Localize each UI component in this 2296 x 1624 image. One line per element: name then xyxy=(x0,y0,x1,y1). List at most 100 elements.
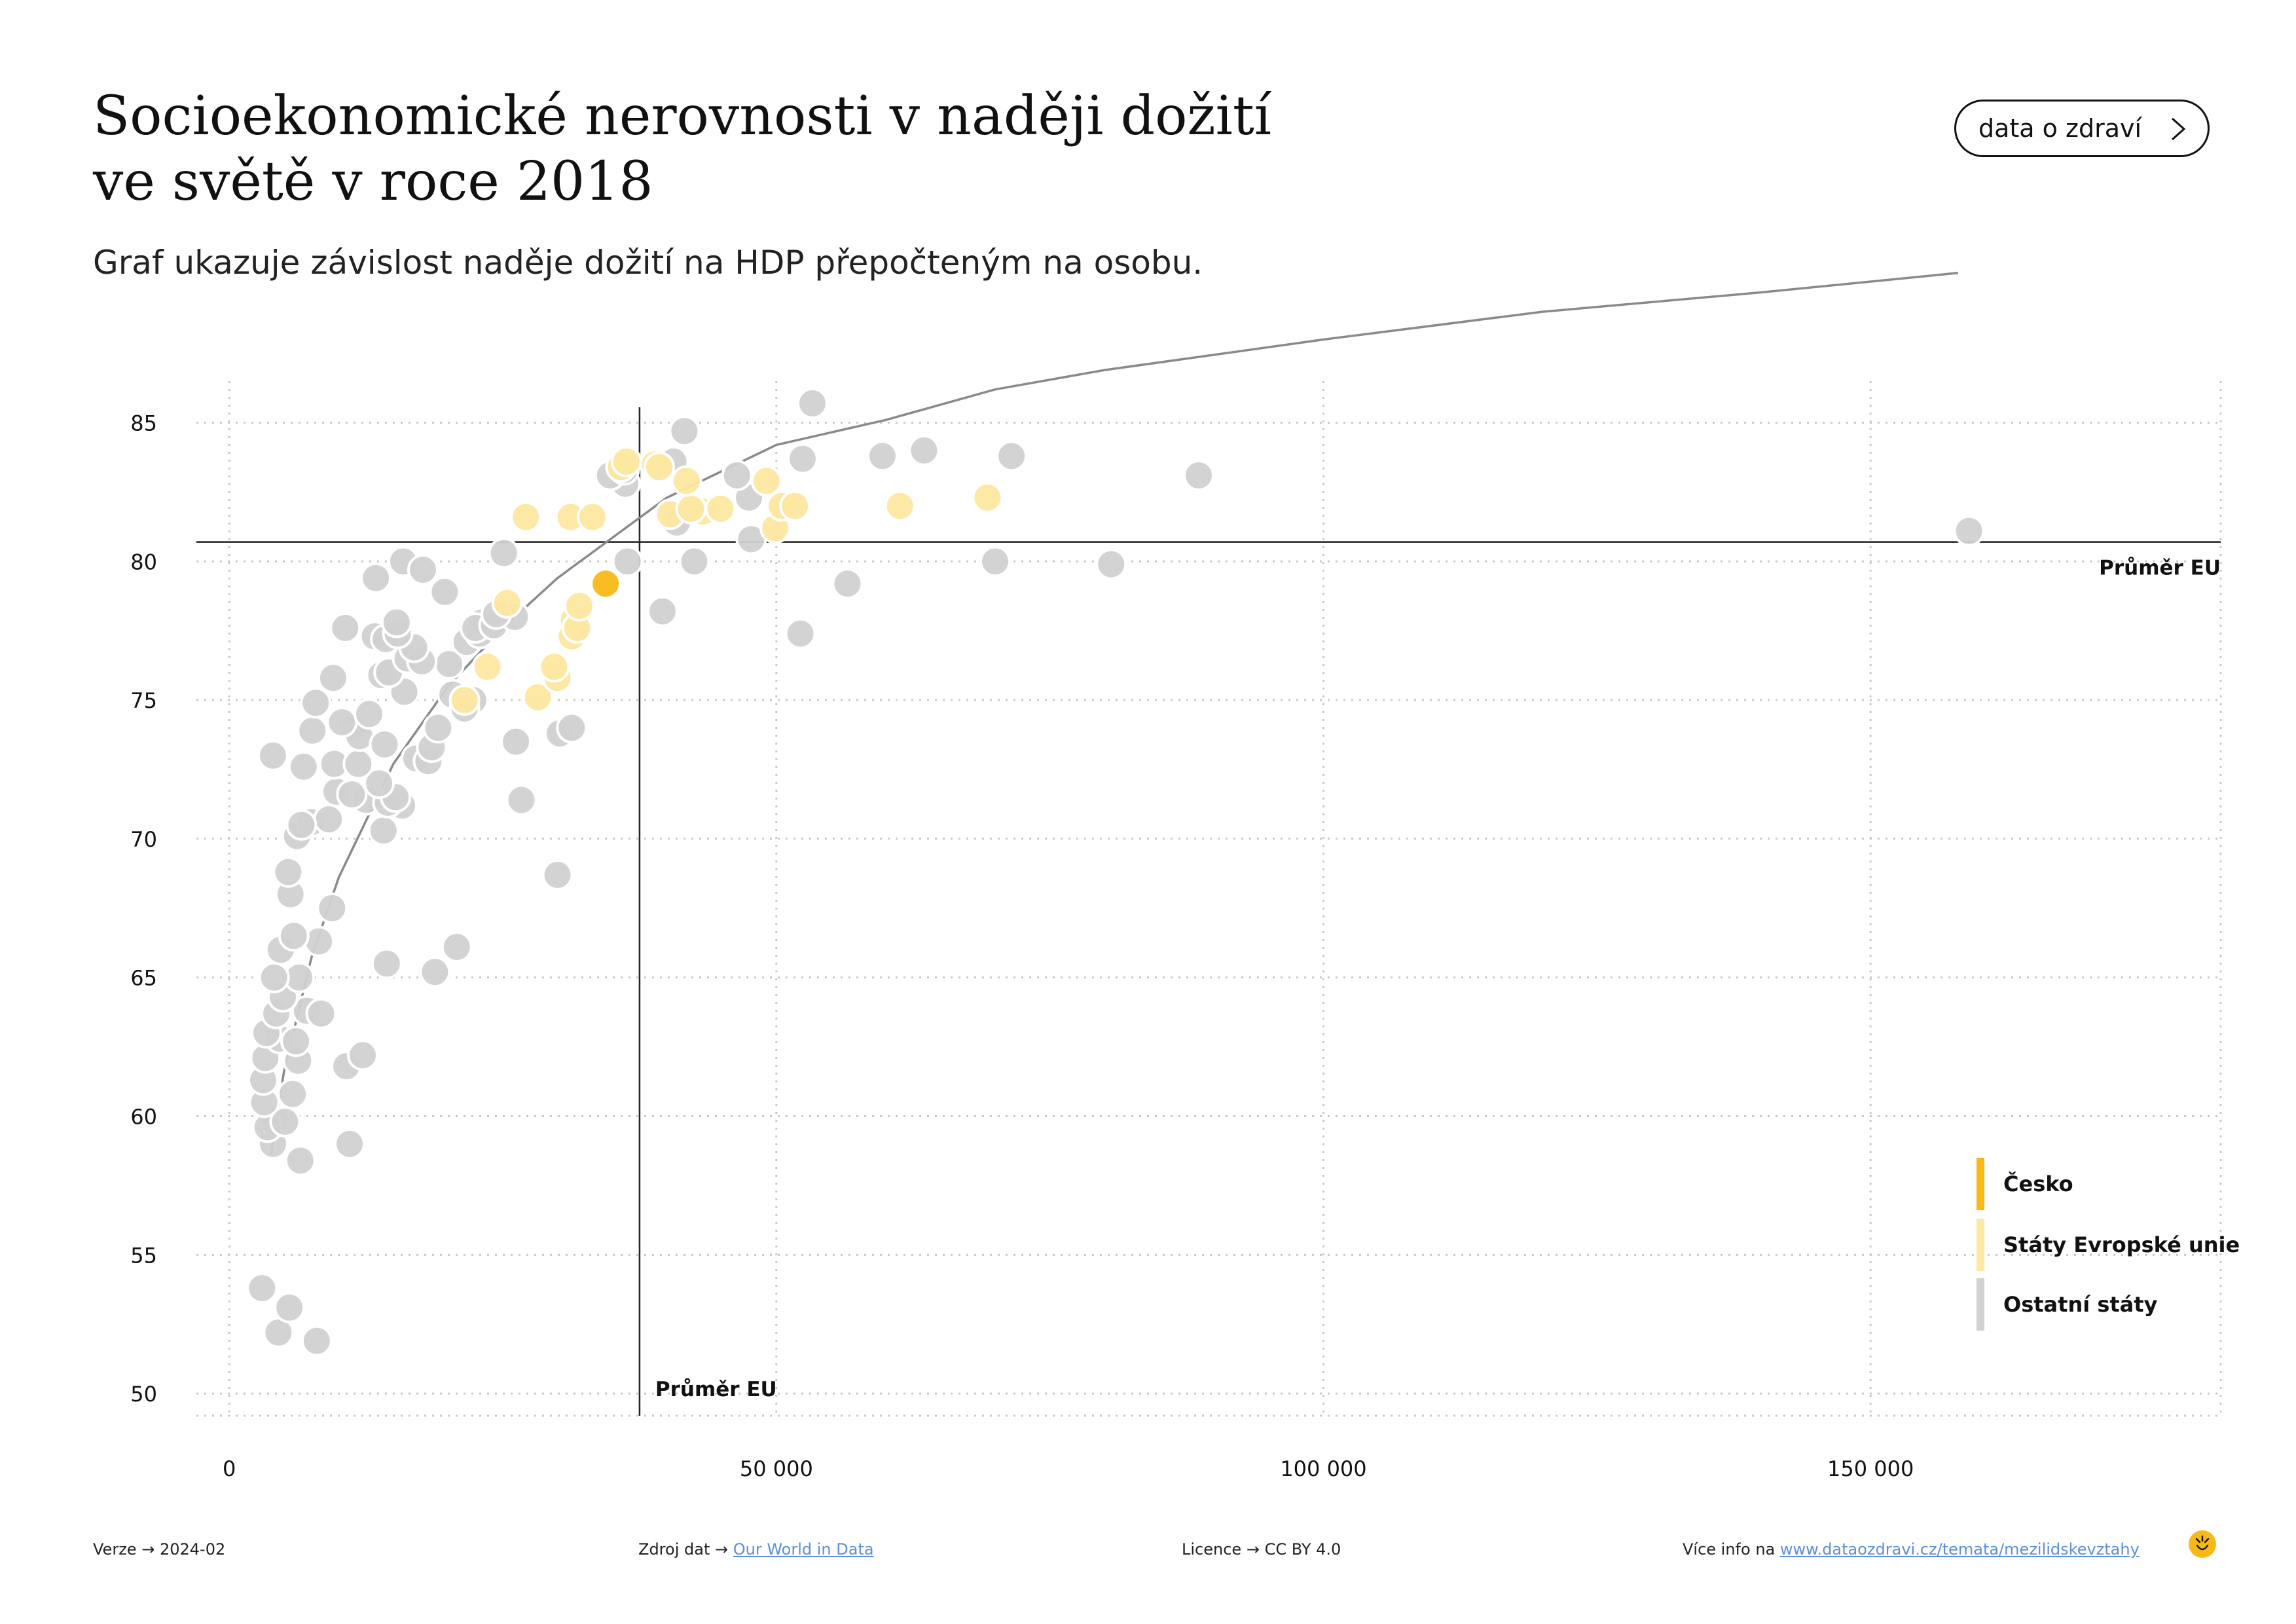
data-o-zdravi-button[interactable]: data o zdraví xyxy=(1954,100,2210,157)
point-other xyxy=(380,606,412,638)
footer-license: Licence → CC BY 4.0 xyxy=(1182,1540,1341,1559)
point-other xyxy=(301,1325,333,1357)
footer-more-link[interactable]: www.dataozdravi.cz/temata/mezilidskevzta… xyxy=(1779,1540,2140,1559)
point-eu xyxy=(972,481,1004,513)
point-other xyxy=(541,858,574,891)
point-other xyxy=(313,803,345,836)
point-eu xyxy=(577,501,609,533)
point-other xyxy=(257,739,289,771)
arrow-right-icon: → xyxy=(141,1540,155,1559)
point-eu xyxy=(471,651,503,683)
point-eu xyxy=(448,684,481,716)
eu-average-y-label: Průměr EU xyxy=(2099,557,2221,580)
point-other xyxy=(272,856,304,888)
point-other xyxy=(274,1291,306,1323)
point-other xyxy=(297,714,329,747)
point-eu xyxy=(522,681,554,713)
chart-grid xyxy=(196,381,2222,1417)
x-tick-label: 100 000 xyxy=(1280,1456,1366,1481)
point-other xyxy=(996,440,1028,472)
axis-ticks: 50 55 60 65 70 75 80 85 0 50 000 100 000 150 000 xyxy=(130,411,1914,1481)
data-points xyxy=(246,387,1985,1357)
y-tick-label: 55 xyxy=(130,1243,157,1268)
point-other xyxy=(305,997,337,1029)
point-other xyxy=(646,595,678,627)
point-other xyxy=(796,387,828,419)
eu-reference-lines: Průměr EU Průměr EU xyxy=(196,407,2221,1416)
point-other xyxy=(668,415,701,447)
point-other xyxy=(360,562,392,594)
legend-label-other: Ostatní státy xyxy=(2003,1292,2158,1317)
eu-average-x-label: Průměr EU xyxy=(655,1378,777,1401)
footer-version-label: Verze xyxy=(93,1540,137,1559)
point-eu xyxy=(610,445,642,477)
point-other xyxy=(347,1039,379,1071)
point-eu xyxy=(884,490,916,522)
point-other xyxy=(303,925,335,957)
point-other xyxy=(284,1145,316,1177)
point-other xyxy=(354,698,386,730)
y-tick-label: 65 xyxy=(130,966,157,991)
point-other xyxy=(329,612,361,644)
legend-swatch-other xyxy=(1977,1278,1984,1331)
point-other xyxy=(407,554,439,586)
point-other xyxy=(429,576,461,608)
point-other xyxy=(441,931,473,963)
page-title: Socioekonomické nerovnosti v naději doži… xyxy=(93,84,1533,215)
legend-label-eu: Státy Evropské unie xyxy=(2003,1232,2240,1257)
point-other xyxy=(285,809,318,841)
nav-button-label: data o zdraví xyxy=(1978,114,2142,143)
chevron-right-icon xyxy=(2172,117,2186,141)
point-other xyxy=(287,750,319,783)
point-other xyxy=(367,815,399,847)
point-other xyxy=(300,687,332,719)
point-eu xyxy=(704,492,737,525)
footer-more-label: Více info na xyxy=(1683,1540,1776,1559)
point-other xyxy=(1182,460,1214,492)
point-other xyxy=(611,545,644,578)
point-other xyxy=(280,1025,312,1058)
trend-line xyxy=(269,272,1959,1156)
y-tick-label: 85 xyxy=(130,411,157,436)
point-other xyxy=(784,618,816,650)
point-eu xyxy=(750,465,782,497)
footer-license-label: Licence xyxy=(1182,1540,1242,1559)
point-eu xyxy=(670,465,702,497)
y-tick-label: 75 xyxy=(130,688,157,713)
point-other xyxy=(488,537,520,569)
point-other xyxy=(831,568,864,600)
point-eu xyxy=(779,490,811,522)
footer-more-info: Více info na www.dataozdravi.cz/temata/m… xyxy=(1683,1540,2140,1559)
legend-label-czech: Česko xyxy=(2003,1171,2073,1196)
footer-source-label: Zdroj dat xyxy=(638,1540,710,1559)
point-other xyxy=(419,956,451,988)
footer-source: Zdroj dat → Our World in Data xyxy=(638,1540,874,1559)
arrow-right-icon: → xyxy=(715,1540,729,1559)
point-other xyxy=(908,434,940,466)
point-other xyxy=(979,545,1011,578)
point-other xyxy=(369,728,401,760)
point-eu xyxy=(538,651,570,683)
y-tick-label: 80 xyxy=(130,549,157,574)
y-tick-label: 60 xyxy=(130,1105,157,1130)
point-other xyxy=(326,707,358,739)
point-other xyxy=(678,545,710,578)
point-other xyxy=(333,1128,365,1160)
point-eu xyxy=(643,451,675,483)
legend-swatch-czech xyxy=(1977,1158,1984,1210)
title-line-1: Socioekonomické nerovnosti v naději doži… xyxy=(93,85,1272,147)
point-other xyxy=(1095,548,1127,580)
point-eu xyxy=(675,492,707,525)
point-other xyxy=(866,440,898,472)
legend-swatch-eu xyxy=(1977,1219,1984,1271)
point-other xyxy=(422,712,454,744)
point-other xyxy=(342,748,374,780)
footer-license-value: CC BY 4.0 xyxy=(1264,1540,1341,1559)
footer-source-link[interactable]: Our World in Data xyxy=(733,1540,874,1559)
point-other xyxy=(277,1078,309,1110)
point-other xyxy=(258,961,290,993)
point-other xyxy=(363,767,395,800)
x-tick-label: 50 000 xyxy=(740,1456,813,1481)
point-other xyxy=(721,460,753,492)
